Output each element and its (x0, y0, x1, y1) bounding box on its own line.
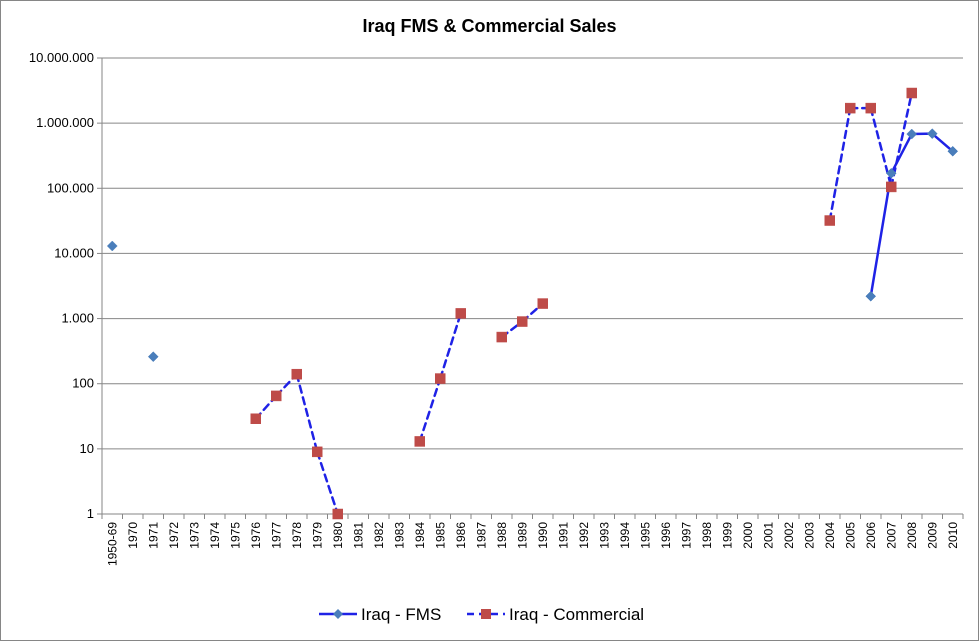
data-point (885, 167, 897, 179)
x-tick-label: 1980 (331, 522, 345, 549)
x-tick-label: 1992 (577, 522, 591, 549)
x-tick-label: 2002 (782, 522, 796, 549)
x-tick-label: 1987 (474, 522, 488, 549)
x-tick-label: 2006 (864, 522, 878, 549)
series-line-segment (295, 372, 319, 454)
x-tick-label: 1991 (556, 522, 570, 549)
data-point (845, 102, 856, 114)
data-point (906, 128, 918, 140)
x-tick-label: 2009 (925, 522, 939, 549)
x-tick-label: 1996 (659, 522, 673, 549)
y-tick-label: 1.000.000 (36, 115, 94, 130)
x-tick-label: 1972 (167, 522, 181, 549)
x-tick-label: 1977 (269, 522, 283, 549)
data-point (312, 446, 323, 458)
x-tick-label: 2005 (843, 522, 857, 549)
data-point (414, 436, 425, 447)
y-tick-label: 100 (72, 376, 94, 391)
x-tick-label: 1978 (290, 522, 304, 549)
data-point (865, 290, 877, 302)
data-point (271, 390, 282, 402)
series-line-segment (931, 132, 954, 153)
x-tick-label: 1994 (618, 522, 632, 549)
x-tick-label: 1970 (126, 522, 140, 549)
data-point (824, 215, 835, 226)
x-tick-label: 2008 (905, 522, 919, 549)
data-point (291, 368, 302, 380)
x-tick-label: 2004 (823, 522, 837, 549)
data-point (496, 331, 507, 343)
data-point (926, 128, 938, 139)
x-tick-label: 1988 (495, 522, 509, 549)
x-tick-label: 1976 (249, 522, 263, 549)
y-tick-label: 1 (87, 506, 94, 521)
series-line-segment (890, 91, 913, 189)
x-tick-label: 1989 (515, 522, 529, 549)
x-tick-label: 2000 (741, 522, 755, 549)
data-point (435, 373, 446, 384)
x-tick-label: 1983 (392, 522, 406, 549)
x-tick-label: 2007 (884, 522, 898, 549)
x-tick-label: 1974 (208, 522, 222, 549)
x-tick-label: 2001 (761, 522, 775, 549)
data-point (906, 87, 917, 99)
x-tick-label: 1984 (413, 522, 427, 549)
x-tick-label: 1995 (638, 522, 652, 549)
y-tick-label: 10 (80, 441, 94, 456)
x-tick-label: 1981 (351, 522, 365, 549)
series-line-segment (316, 450, 339, 516)
series-line-segment (890, 132, 913, 175)
legend-marker (481, 609, 491, 619)
x-tick-label: 1950-69 (105, 522, 119, 566)
x-tick-label: 1982 (372, 522, 386, 549)
x-tick-label: 1990 (536, 522, 550, 549)
y-tick-label: 1.000 (61, 311, 94, 326)
legend-marker (333, 609, 343, 619)
data-point (517, 316, 528, 327)
data-point (106, 240, 118, 252)
data-point (886, 181, 897, 193)
series-line-segment (828, 106, 852, 222)
x-tick-label: 1985 (433, 522, 447, 549)
legend-label: Iraq - FMS (361, 605, 441, 624)
data-point (250, 413, 261, 424)
data-point (332, 508, 343, 520)
x-tick-label: 1986 (454, 522, 468, 549)
x-tick-label: 1997 (679, 522, 693, 549)
x-tick-label: 2010 (946, 522, 960, 549)
y-tick-label: 10.000.000 (29, 50, 94, 65)
data-point (947, 145, 959, 157)
series-line-segment (869, 172, 893, 298)
x-tick-label: 1973 (187, 522, 201, 549)
legend-label: Iraq - Commercial (509, 605, 644, 624)
x-tick-label: 1993 (597, 522, 611, 549)
data-point (455, 308, 466, 319)
series-line-segment (418, 377, 442, 443)
x-tick-label: 1998 (700, 522, 714, 549)
x-tick-label: 1971 (146, 522, 160, 549)
series-line-segment (439, 312, 462, 380)
x-tick-label: 2003 (802, 522, 816, 549)
data-point (865, 102, 876, 114)
y-tick-label: 10.000 (54, 245, 94, 260)
y-tick-label: 100.000 (47, 180, 94, 195)
x-tick-label: 1975 (228, 522, 242, 549)
x-tick-label: 1979 (310, 522, 324, 549)
data-point (537, 298, 548, 309)
chart-title: Iraq FMS & Commercial Sales (362, 16, 617, 36)
x-tick-label: 1999 (720, 522, 734, 549)
data-point (147, 351, 159, 363)
